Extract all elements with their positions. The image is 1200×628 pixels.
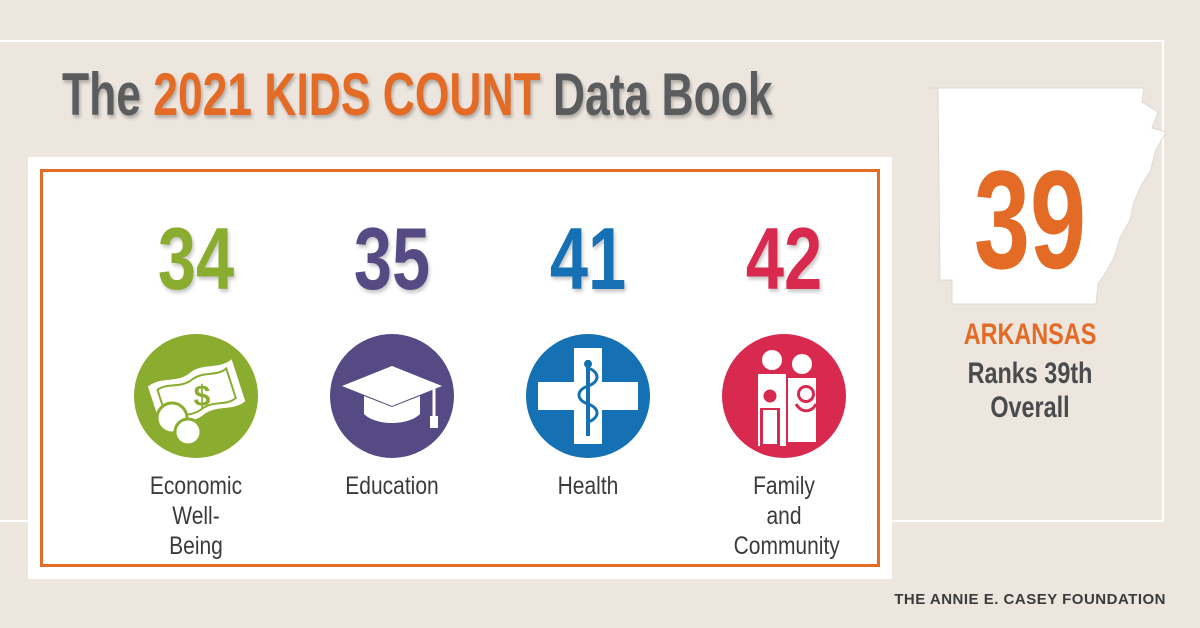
family-icon — [722, 334, 846, 458]
medical-cross-icon — [526, 334, 650, 458]
economic-rank: 34 — [157, 209, 235, 308]
foundation-logo-text: THE ANNIE E. CASEY FOUNDATION — [894, 591, 1166, 608]
health-label: Health — [557, 472, 619, 500]
title-suffix: Data Book — [552, 61, 773, 128]
arkansas-map-icon — [920, 80, 1180, 340]
state-name: ARKANSAS — [963, 318, 1097, 351]
title-prefix: The — [62, 61, 141, 128]
title-highlight: 2021 KIDS COUNT — [153, 61, 541, 128]
education-label: Education — [345, 472, 439, 500]
svg-text:$: $ — [194, 380, 211, 413]
economic-label: Economic Well-Being — [149, 472, 243, 560]
family-rank: 42 — [745, 209, 823, 308]
education-rank: 35 — [353, 209, 431, 308]
health-rank: 41 — [549, 209, 627, 308]
page-title: The 2021 KIDS COUNT Data Book — [62, 62, 773, 128]
domain-rankings-card: 34 $ Economic Well-Being 35 — [28, 157, 892, 579]
card-border — [40, 169, 880, 567]
overall-rank-caption: Ranks 39th Overall — [967, 357, 1093, 424]
family-label: Family and Community — [733, 472, 840, 560]
overall-rank: 39 — [973, 141, 1087, 298]
graduation-cap-icon — [330, 334, 454, 458]
money-icon: $ — [134, 334, 258, 458]
